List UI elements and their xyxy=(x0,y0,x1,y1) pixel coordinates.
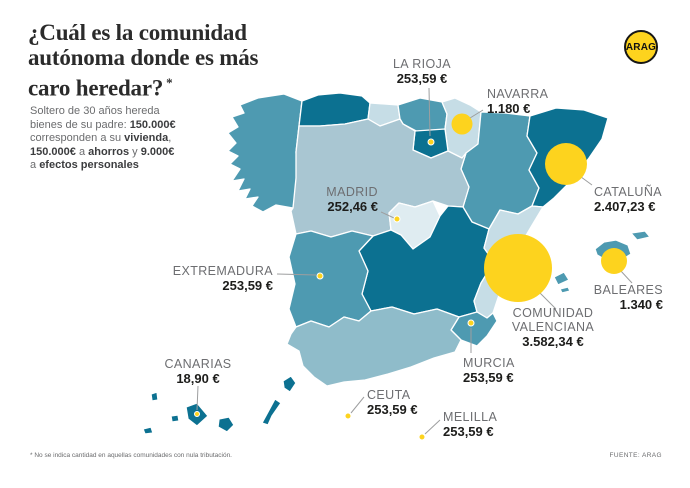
leader-line-la-rioja xyxy=(428,87,431,137)
region-name: CEUTA xyxy=(367,388,411,402)
leader-line-ceuta xyxy=(350,396,365,414)
region-name: MELILLA xyxy=(443,410,498,424)
label-la-rioja: LA RIOJA 253,59 € xyxy=(372,57,472,86)
leader-line-valenciana xyxy=(537,290,557,310)
symbol-la-rioja xyxy=(427,138,435,146)
region-value: 2.407,23 € xyxy=(594,199,656,214)
region-value: 3.582,34 € xyxy=(522,334,584,349)
title-line-2: autónoma donde es más xyxy=(28,45,259,70)
title-line-1: ¿Cuál es la comunidad xyxy=(28,20,247,45)
region-value: 253,59 € xyxy=(222,278,273,293)
region-andalucia xyxy=(286,306,462,387)
region-value: 253,59 € xyxy=(396,71,448,86)
symbol-madrid xyxy=(393,215,401,223)
title-line-3: caro heredar? xyxy=(28,75,164,101)
region-name: CATALUÑA xyxy=(594,185,663,199)
region-name: MADRID xyxy=(326,185,378,199)
label-melilla: MELILLA 253,59 € xyxy=(443,410,497,439)
source-credit: FUENTE: ARAG xyxy=(609,452,662,459)
region-name: LA RIOJA xyxy=(392,57,452,71)
region-value: 253,59 € xyxy=(367,402,418,417)
symbol-navarra xyxy=(451,113,473,135)
intro-line: corresponden a su vivienda, xyxy=(30,132,172,144)
region-galicia xyxy=(227,93,303,213)
label-extremadura: EXTREMADURA 253,59 € xyxy=(173,264,273,293)
symbol-murcia xyxy=(467,319,475,327)
intro-text: Soltero de 30 años hereda bienes de su pa… xyxy=(30,105,176,173)
region-value: 252,46 € xyxy=(327,199,378,214)
label-navarra: NAVARRA 1.180 € xyxy=(487,87,548,116)
region-name: MURCIA xyxy=(463,356,515,370)
label-baleares: BALEARES 1.340 € xyxy=(594,283,663,312)
symbol-canarias xyxy=(194,411,200,417)
leader-line-extremadura xyxy=(276,273,317,276)
symbol-extremadura xyxy=(316,272,324,280)
page-title: ¿Cuál es la comunidad autónoma donde es … xyxy=(28,20,259,101)
intro-line: bienes de su padre: 150.000€ xyxy=(30,118,176,131)
region-value: 253,59 € xyxy=(443,424,494,439)
arag-logo-text: ARAG xyxy=(625,41,657,53)
symbol-cataluna xyxy=(545,143,587,185)
leader-line-madrid xyxy=(380,211,395,219)
region-value: 253,59 € xyxy=(463,370,514,385)
leader-line-navarra xyxy=(469,109,484,119)
region-value: 18,90 € xyxy=(176,371,220,386)
symbol-valenciana xyxy=(484,234,552,302)
label-cataluna: CATALUÑA 2.407,23 € xyxy=(594,185,662,214)
arag-logo: ARAG xyxy=(624,30,658,64)
intro-line: a efectos personales xyxy=(30,159,139,171)
region-name: NAVARRA xyxy=(487,87,549,101)
symbol-ceuta xyxy=(344,412,352,420)
leader-line-canarias xyxy=(196,385,199,411)
intro-line: 150.000€ a ahorros y 9.000€ xyxy=(30,145,175,158)
leader-line-baleares xyxy=(619,269,633,284)
intro-line: Soltero de 30 años hereda xyxy=(30,105,160,117)
region-name: EXTREMADURA xyxy=(172,264,273,278)
region-extremadura xyxy=(288,230,374,328)
footnote: * No se indica cantidad en aquellas comu… xyxy=(30,452,232,459)
label-murcia: MURCIA 253,59 € xyxy=(463,356,515,385)
region-name: COMUNIDAD VALENCIANA xyxy=(511,306,595,334)
label-ceuta: CEUTA 253,59 € xyxy=(367,388,418,417)
region-name: CANARIAS xyxy=(164,357,232,371)
leader-line-melilla xyxy=(424,419,441,435)
symbol-baleares xyxy=(601,248,627,274)
region-value: 1.340 € xyxy=(619,297,663,312)
symbol-melilla xyxy=(418,433,426,441)
label-madrid: MADRID 252,46 € xyxy=(326,185,378,214)
label-valenciana: COMUNIDAD VALENCIANA 3.582,34 € xyxy=(497,306,609,349)
region-value: 1.180 € xyxy=(487,101,531,116)
label-canarias: CANARIAS 18,90 € xyxy=(143,357,253,386)
title-footnote-marker: * xyxy=(166,75,173,90)
region-name: BALEARES xyxy=(593,283,663,297)
